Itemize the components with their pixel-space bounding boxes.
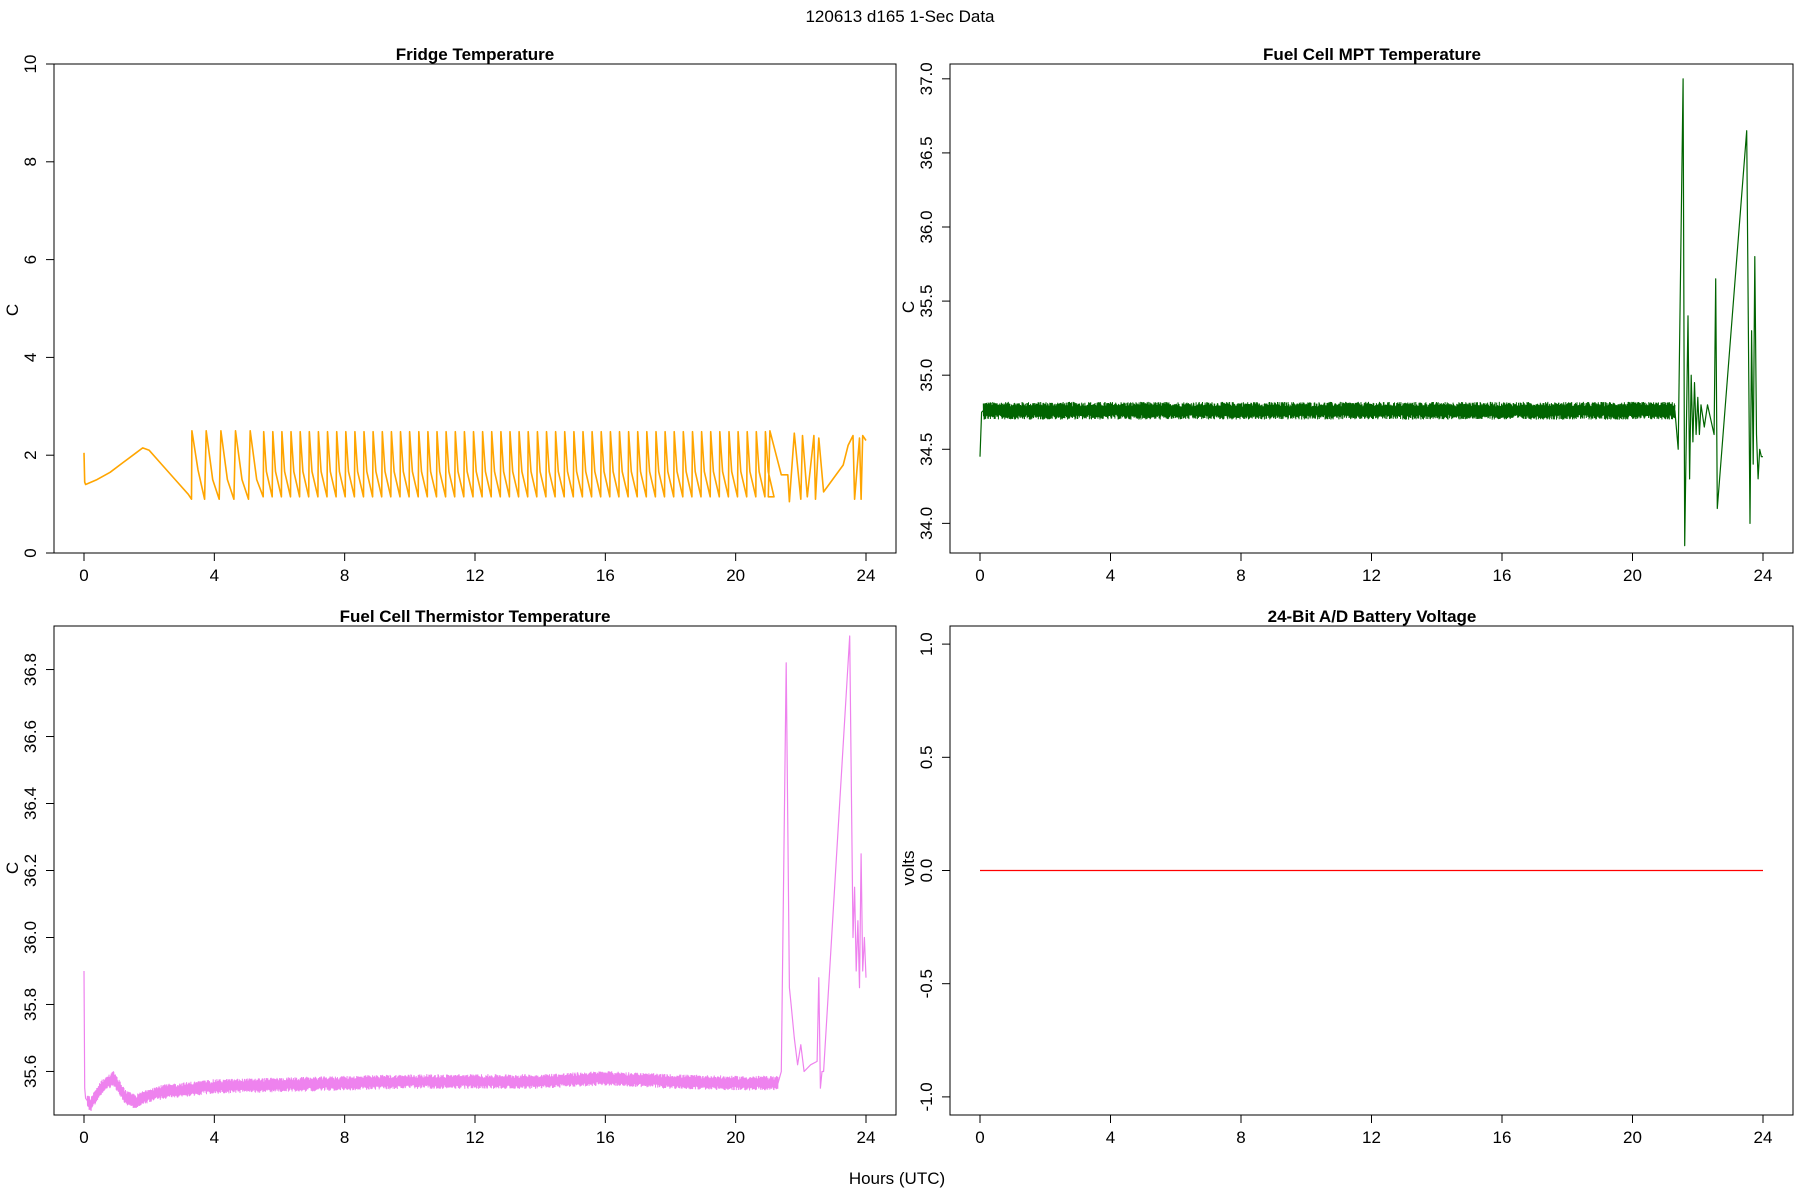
figure-xlabel: Hours (UTC) [849,1169,945,1188]
figure-title: 120613 d165 1-Sec Data [805,7,995,26]
y-tick-label: 0.5 [917,745,936,769]
x-tick-label: 8 [340,1128,349,1147]
x-tick-label: 8 [340,566,349,585]
x-tick-label: 20 [1623,1128,1642,1147]
mpt-temperature-noise-band [982,401,1676,420]
y-axis-label: C [3,304,22,316]
x-tick-label: 4 [210,1128,219,1147]
y-axis-label: volts [899,851,918,886]
y-tick-label: 0.0 [917,859,936,883]
thermistor-temperature-line [83,635,867,1106]
x-tick-label: 4 [1106,566,1115,585]
x-tick-label: 12 [466,1128,485,1147]
x-tick-label: 4 [210,566,219,585]
x-tick-label: 12 [1362,1128,1381,1147]
y-tick-label: -0.5 [917,969,936,998]
y-tick-label: -1.0 [917,1082,936,1111]
y-axis-label: C [3,862,22,874]
y-tick-label: 36.2 [21,854,40,887]
y-tick-label: 36.8 [21,653,40,686]
x-tick-label: 0 [975,566,984,585]
fridge-temperature-line [83,430,867,503]
y-tick-label: 36.5 [917,136,936,169]
x-tick-label: 12 [466,566,485,585]
y-tick-label: 34.5 [917,433,936,466]
y-tick-label: 35.5 [917,285,936,318]
y-tick-label: 6 [21,255,40,264]
y-tick-label: 34.0 [917,507,936,540]
y-tick-label: 36.4 [21,787,40,820]
x-tick-label: 24 [857,1128,876,1147]
x-tick-label: 0 [79,566,88,585]
x-tick-label: 8 [1236,1128,1245,1147]
y-tick-label: 35.0 [917,359,936,392]
plot-frame [949,63,1794,554]
y-tick-label: 2 [21,450,40,459]
x-tick-label: 4 [1106,1128,1115,1147]
y-tick-label: 36.0 [917,210,936,243]
panel-title: Fridge Temperature [396,45,554,64]
x-tick-label: 24 [857,566,876,585]
y-tick-label: 37.0 [917,62,936,95]
y-axis-label: C [899,301,918,313]
x-tick-label: 16 [1493,566,1512,585]
panel-title: 24-Bit A/D Battery Voltage [1268,607,1477,626]
thermistor-temperature-noise-band [86,1071,779,1111]
y-tick-label: 4 [21,353,40,362]
y-tick-label: 36.6 [21,720,40,753]
x-tick-label: 8 [1236,566,1245,585]
x-tick-label: 16 [596,566,615,585]
y-tick-label: 35.8 [21,988,40,1021]
x-tick-label: 20 [726,1128,745,1147]
panel-fuel-cell-mpt-temperature: Fuel Cell MPT Temperature C 0 4 8 12 16 20 24 3… [899,45,1794,585]
y-tick-label: 36.0 [21,921,40,954]
x-tick-label: 0 [79,1128,88,1147]
y-tick-label: 35.6 [21,1055,40,1088]
panel-title: Fuel Cell MPT Temperature [1263,45,1481,64]
x-tick-label: 16 [1493,1128,1512,1147]
y-tick-label: 1.0 [917,632,936,656]
y-tick-label: 10 [21,55,40,74]
x-tick-label: 24 [1754,1128,1773,1147]
plot-frame [53,625,897,1116]
panel-battery-voltage: 24-Bit A/D Battery Voltage volts 0 4 8 12 16… [899,607,1794,1147]
y-tick-label: 8 [21,157,40,166]
panel-fuel-cell-thermistor-temperature: Fuel Cell Thermistor Temperature C 0 4 8 12… [3,607,897,1147]
x-tick-label: 16 [596,1128,615,1147]
mpt-temperature-line [979,78,1763,547]
x-tick-label: 24 [1754,566,1773,585]
y-tick-label: 0 [21,548,40,557]
x-tick-label: 20 [726,566,745,585]
x-tick-label: 0 [975,1128,984,1147]
panel-title: Fuel Cell Thermistor Temperature [340,607,611,626]
x-tick-label: 20 [1623,566,1642,585]
x-tick-label: 12 [1362,566,1381,585]
